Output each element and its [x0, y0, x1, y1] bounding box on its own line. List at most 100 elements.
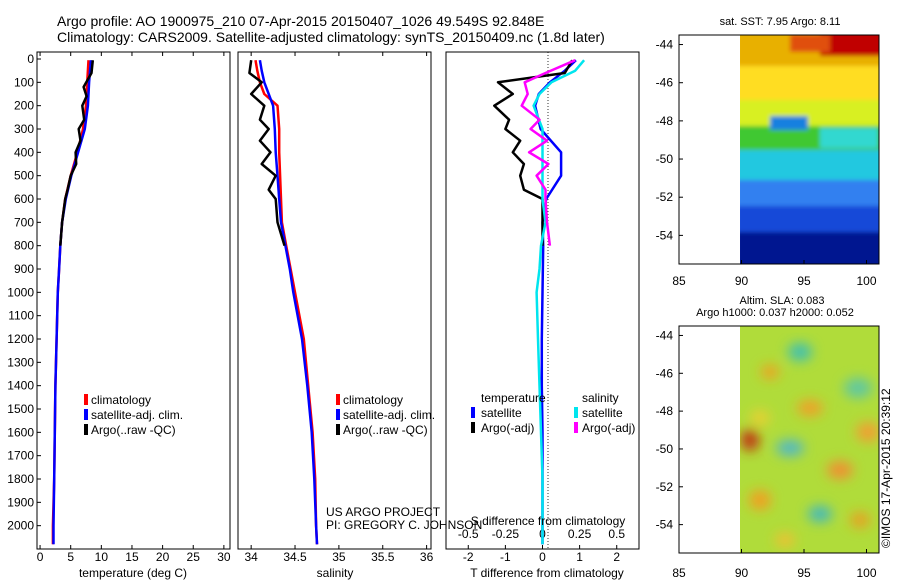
- y-tick-label: 1500: [7, 402, 34, 416]
- x-tick-label: -2: [463, 550, 474, 564]
- y-tick-label: 400: [14, 145, 34, 159]
- temperature-panel: 0 5 10 15 20 25 300100200300400500600700800900…: [7, 51, 231, 580]
- legend-label-satellite: satellite-adj. clim.: [91, 408, 183, 422]
- difference-legend: temperature salinity satellite Argo(-adj…: [471, 391, 635, 435]
- salinity-tick-layer: 34 34.5 35 35.5 36: [244, 52, 434, 564]
- salinity-panel: 34 34.5 35 35.5 36 salinity climatology sate…: [237, 51, 482, 580]
- temperature-legend: climatology satellite-adj. clim. Argo(..…: [84, 393, 183, 437]
- x2-tick-label: -0.25: [492, 527, 520, 541]
- y-tick-label: 800: [14, 239, 34, 253]
- lon-tick-label: 85: [672, 274, 686, 288]
- sst-band-7: [740, 232, 879, 264]
- x2-tick-label: 0.5: [608, 527, 625, 541]
- lon-tick-label: 100: [856, 566, 876, 580]
- sst-band-2: [740, 100, 879, 130]
- legend-swatch-s-satellite: [574, 407, 578, 418]
- sla-blob-10: [749, 490, 771, 510]
- lat-tick-label: -54: [656, 518, 674, 532]
- sla-map-panel: Altim. SLA: 0.083 Argo h1000: 0.037 h200…: [656, 295, 880, 580]
- temperature-xlabel: temperature (deg C): [79, 566, 187, 580]
- y-tick-label: 1900: [7, 495, 34, 509]
- legend-swatch-climatology: [336, 394, 340, 405]
- sst-cyan-patch: [820, 128, 878, 148]
- sla-map-frame: [678, 325, 880, 554]
- x-tick-label: 35: [332, 550, 346, 564]
- lon-tick-label: 100: [856, 274, 876, 288]
- lat-tick-label: -50: [656, 152, 674, 166]
- lat-tick-label: -52: [656, 480, 674, 494]
- temperature-tick-layer: 0 5 10 15 20 25 300100200300400500600700800900…: [7, 52, 231, 564]
- sst-field: [740, 35, 879, 264]
- x2-tick-label: 0.25: [568, 527, 592, 541]
- legend-swatch-t-satellite: [471, 407, 475, 418]
- x-tick-label: 10: [95, 550, 109, 564]
- lon-tick-label: 85: [672, 566, 686, 580]
- sst-band-1: [740, 66, 879, 106]
- y-tick-label: 1300: [7, 355, 34, 369]
- sla-blob-11: [808, 506, 832, 522]
- x-tick-label: 34.5: [283, 550, 307, 564]
- y-tick-label: 700: [14, 215, 34, 229]
- x-tick-label: 20: [156, 550, 170, 564]
- lat-tick-label: -48: [656, 114, 674, 128]
- series-line-t-argo: [493, 59, 574, 246]
- lat-tick-label: -54: [656, 228, 674, 242]
- sla-blob-8: [776, 440, 804, 456]
- x-tick-label: 30: [217, 550, 231, 564]
- sla-blob-1: [788, 343, 812, 361]
- sla-blob-5: [750, 410, 770, 426]
- series-line-s-argo: [520, 59, 576, 246]
- sla-map-title: Altim. SLA: 0.083: [740, 295, 825, 307]
- x-tick-label: 15: [125, 550, 139, 564]
- legend-label-argo: Argo(..raw -QC): [343, 423, 428, 437]
- legend-swatch-climatology: [84, 394, 88, 405]
- y-tick-label: 1600: [7, 425, 34, 439]
- sla-blob-7: [741, 429, 759, 451]
- sla-blob-13: [775, 533, 795, 547]
- x-tick-label: 0: [37, 550, 44, 564]
- y-tick-label: 1400: [7, 379, 34, 393]
- lat-tick-label: -50: [656, 442, 674, 456]
- lat-tick-label: -46: [656, 76, 674, 90]
- sst-map-panel: sat. SST: 7.95 Argo: 8.11 85 90 95 100 -44 -4…: [656, 16, 880, 288]
- x-tick-label: -1: [500, 550, 511, 564]
- sla-map-title-2: Argo h1000: 0.037 h2000: 0.052: [696, 307, 854, 319]
- sst-warm-patch: [820, 35, 879, 56]
- lat-tick-label: -44: [656, 328, 674, 342]
- y-tick-label: 300: [14, 122, 34, 136]
- lat-tick-label: -44: [656, 38, 674, 52]
- legend-header-temperature: temperature: [481, 391, 546, 405]
- y-tick-label: 900: [14, 262, 34, 276]
- x-tick-label: 36: [420, 550, 434, 564]
- y-tick-label: 2000: [7, 519, 34, 533]
- x-tick-label: 1: [576, 550, 583, 564]
- lon-tick-label: 95: [797, 566, 811, 580]
- sst-band-6: [740, 206, 879, 236]
- lon-tick-label: 95: [797, 274, 811, 288]
- difference-s-xlabel: S difference from climatology: [471, 514, 626, 528]
- y-tick-label: 1000: [7, 285, 34, 299]
- sla-blob-12: [850, 512, 870, 528]
- sla-blob-3: [844, 378, 872, 398]
- legend-swatch-s-argo: [574, 422, 578, 433]
- x-tick-label: 0: [539, 550, 546, 564]
- sst-blue-patch: [770, 116, 808, 130]
- sst-band-4: [740, 150, 879, 184]
- salinity-legend: climatology satellite-adj. clim. Argo(..…: [336, 393, 435, 437]
- sst-warm-patch-2: [790, 35, 830, 52]
- legend-label-s-satellite: satellite: [582, 406, 623, 420]
- legend-swatch-satellite: [336, 409, 340, 420]
- y-tick-label: 0: [27, 52, 34, 66]
- x-tick-label: 35.5: [371, 550, 395, 564]
- x-tick-label: 34: [244, 550, 258, 564]
- y-tick-label: 200: [14, 99, 34, 113]
- legend-swatch-satellite: [84, 409, 88, 420]
- sst-map-title: sat. SST: 7.95 Argo: 8.11: [720, 16, 841, 28]
- sst-band-5: [740, 180, 879, 210]
- sst-map-tick-layer: 85 90 95 100 -44 -46 -48 -50 -52 -54: [656, 38, 877, 288]
- lat-tick-label: -52: [656, 190, 674, 204]
- project-annotation-line-2: PI: GREGORY C. JOHNSON: [326, 518, 482, 532]
- sla-blob-6: [856, 422, 879, 442]
- sla-blob-4: [797, 400, 823, 416]
